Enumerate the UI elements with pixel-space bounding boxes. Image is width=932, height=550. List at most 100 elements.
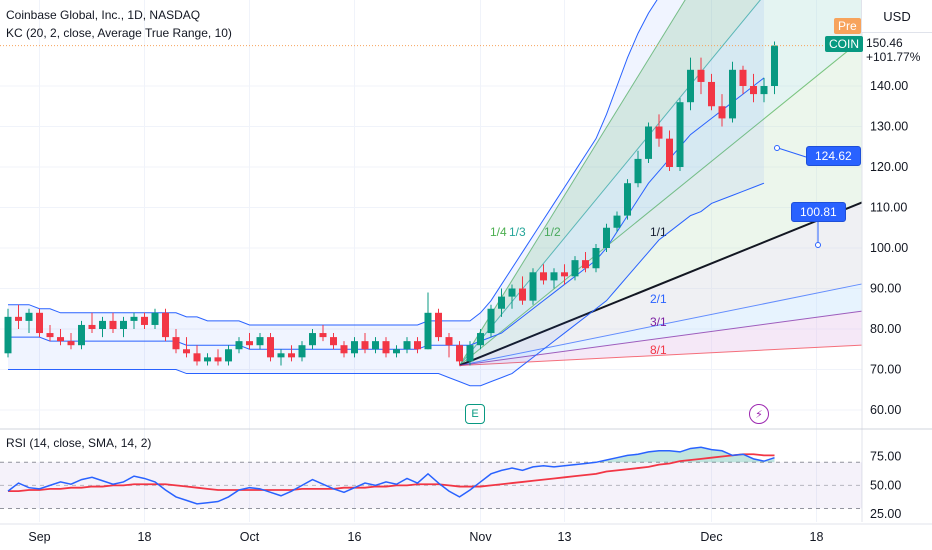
- candle-body: [151, 312, 159, 325]
- candle-body: [4, 316, 12, 354]
- candle-body: [624, 183, 631, 216]
- fan-label: 1/3: [509, 225, 526, 239]
- rsi-overbought-fill: [8, 447, 775, 463]
- candle-body: [697, 69, 705, 82]
- fan-label: 2/1: [650, 292, 667, 306]
- candle-body: [403, 341, 411, 350]
- candle-body: [508, 288, 516, 297]
- candle-body: [309, 333, 316, 346]
- candle-body: [771, 45, 778, 86]
- candle-body: [550, 272, 558, 281]
- gann-fan-line: [459, 310, 863, 366]
- y-tick-label: 120.00: [870, 160, 908, 174]
- candle-body: [330, 337, 337, 346]
- gann-fan-line: [459, 39, 863, 366]
- candle-body: [36, 312, 43, 334]
- candle-body: [214, 357, 222, 362]
- candle-body: [645, 126, 652, 159]
- candle-body: [571, 260, 579, 277]
- candle-body: [183, 349, 190, 354]
- candle-body: [750, 86, 757, 95]
- x-tick-label: Sep: [28, 530, 50, 544]
- candle-body: [46, 333, 54, 338]
- candle-body: [676, 102, 684, 167]
- candle-body: [466, 345, 474, 362]
- candle-body: [666, 138, 673, 167]
- candle-body: [414, 341, 421, 350]
- candle-body: [99, 320, 106, 329]
- candle-body: [277, 353, 285, 358]
- candle-body: [351, 341, 358, 354]
- candle-body: [382, 341, 390, 354]
- gann-fan-line: [459, 0, 761, 366]
- y-tick-label: 60.00: [870, 403, 901, 417]
- candle-body: [204, 357, 211, 362]
- x-tick-label: Nov: [469, 530, 492, 544]
- candle-body: [109, 320, 117, 329]
- candle-body: [120, 320, 127, 329]
- last-price-box: 150.46 +101.77%: [866, 36, 932, 64]
- candle-body: [141, 316, 148, 325]
- candle-body: [130, 316, 138, 321]
- candle-body: [592, 248, 600, 269]
- y-tick-label: 130.00: [870, 120, 908, 134]
- candle-body: [729, 69, 736, 119]
- candle-body: [67, 341, 75, 346]
- x-tick-label: Oct: [240, 530, 260, 544]
- candle-body: [498, 296, 505, 309]
- rsi-tick-label: 50.00: [870, 478, 901, 492]
- rsi-line: [7, 446, 775, 505]
- fan-label: 8/1: [650, 343, 667, 357]
- y-tick-label: 80.00: [870, 322, 901, 336]
- candle-body: [529, 272, 537, 301]
- x-tick-label: 18: [810, 530, 824, 544]
- candle-body: [319, 333, 327, 338]
- callout-lower[interactable]: 100.81: [791, 202, 846, 222]
- candle-body: [88, 324, 96, 329]
- candle-body: [393, 349, 400, 354]
- candle-body: [57, 337, 64, 342]
- gann-fan-line: [459, 201, 863, 367]
- candle-body: [424, 312, 432, 350]
- candle-body: [760, 86, 768, 95]
- fan-label: 3/1: [650, 315, 667, 329]
- candle-body: [561, 272, 568, 277]
- x-tick-label: 13: [558, 530, 572, 544]
- candle-body: [246, 341, 253, 346]
- keltner-fill: [8, 0, 764, 386]
- candle-body: [25, 312, 33, 321]
- y-tick-label: 70.00: [870, 363, 901, 377]
- y-tick-label: 90.00: [870, 282, 901, 296]
- candle-body: [708, 81, 715, 107]
- premarket-tag: Pre: [834, 18, 861, 34]
- candle-body: [456, 345, 463, 362]
- callout-upper[interactable]: 124.62: [806, 146, 861, 166]
- candle-body: [340, 345, 348, 354]
- candle-body: [288, 353, 295, 358]
- candle-body: [15, 316, 22, 321]
- gann-fan-line: [459, 283, 863, 366]
- x-tick-label: 18: [138, 530, 152, 544]
- dividend-event-icon[interactable]: ⚡: [749, 404, 769, 424]
- candle-body: [267, 337, 274, 358]
- keltner-lower: [8, 182, 765, 387]
- indicator-label: KC (20, 2, close, Average True Range, 10…: [6, 26, 232, 40]
- rsi-ma-line: [8, 453, 775, 493]
- candle-body: [445, 337, 453, 346]
- gann-fan-line: [459, 0, 686, 366]
- rsi-band: [0, 462, 862, 509]
- candle-body: [172, 337, 180, 350]
- x-tick-label: 16: [348, 530, 362, 544]
- candle-body: [582, 260, 589, 269]
- candle-body: [435, 312, 442, 338]
- candle-body: [361, 341, 369, 350]
- fan-label: 1/2: [544, 225, 561, 239]
- price-axis: [862, 0, 932, 550]
- earnings-event-icon[interactable]: E: [465, 404, 485, 424]
- candle-body: [372, 341, 379, 350]
- symbol-tag: COIN: [825, 36, 863, 52]
- currency-button[interactable]: USD: [861, 0, 932, 33]
- candle-body: [193, 353, 201, 362]
- last-price: 150.46: [866, 36, 903, 50]
